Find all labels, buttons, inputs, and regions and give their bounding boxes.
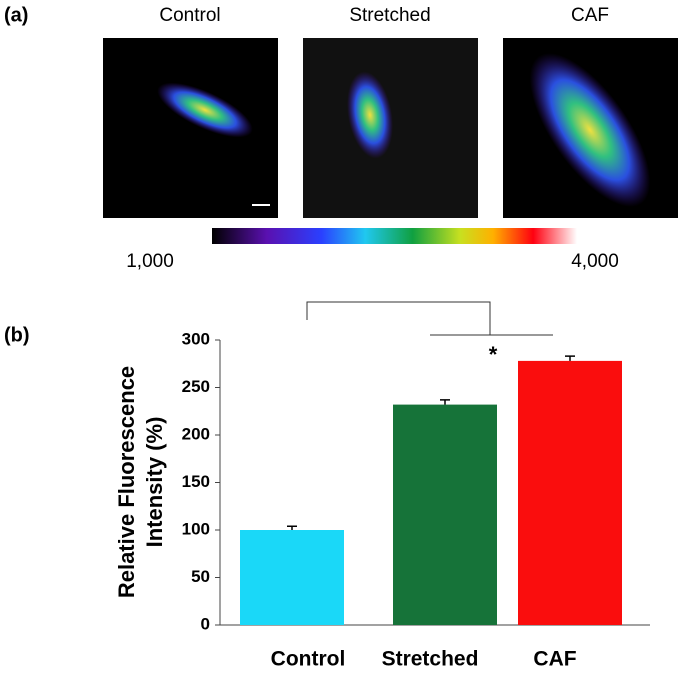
y-tick-label: 0	[201, 614, 210, 633]
y-tick-label: 200	[182, 424, 210, 443]
y-tick-label: 100	[182, 519, 210, 538]
y-tick-label: 150	[182, 472, 210, 491]
cell	[529, 53, 651, 207]
x-tick-label: Control	[271, 648, 346, 671]
significance-star: *	[489, 342, 498, 367]
y-tick-label: 250	[182, 377, 210, 396]
colorbar-label: 4,000	[571, 251, 619, 272]
bar	[393, 404, 497, 625]
error-bar	[440, 399, 450, 405]
bar	[240, 530, 344, 625]
y-axis-label: Relative Fluorescence	[114, 366, 139, 598]
panel-label: (a)	[4, 4, 28, 26]
image-title: Stretched	[349, 5, 430, 26]
bar	[518, 360, 622, 625]
image-title: Control	[159, 5, 220, 26]
panel-label: (b)	[4, 324, 30, 346]
error-bar	[287, 525, 297, 530]
y-tick-label: 300	[182, 329, 210, 348]
micrographs	[103, 38, 678, 218]
colorbar	[212, 228, 577, 244]
error-bar	[565, 355, 575, 361]
x-tick-label: CAF	[533, 648, 576, 671]
image-title: CAF	[571, 5, 609, 26]
cell	[157, 82, 253, 138]
significance-bracket	[306, 301, 553, 336]
x-tick-label: Stretched	[382, 648, 479, 671]
y-axis-label: Intensity (%)	[142, 417, 167, 548]
colorbar-label: 1,000	[126, 251, 174, 272]
y-tick-label: 50	[191, 567, 210, 586]
cell	[347, 71, 393, 159]
